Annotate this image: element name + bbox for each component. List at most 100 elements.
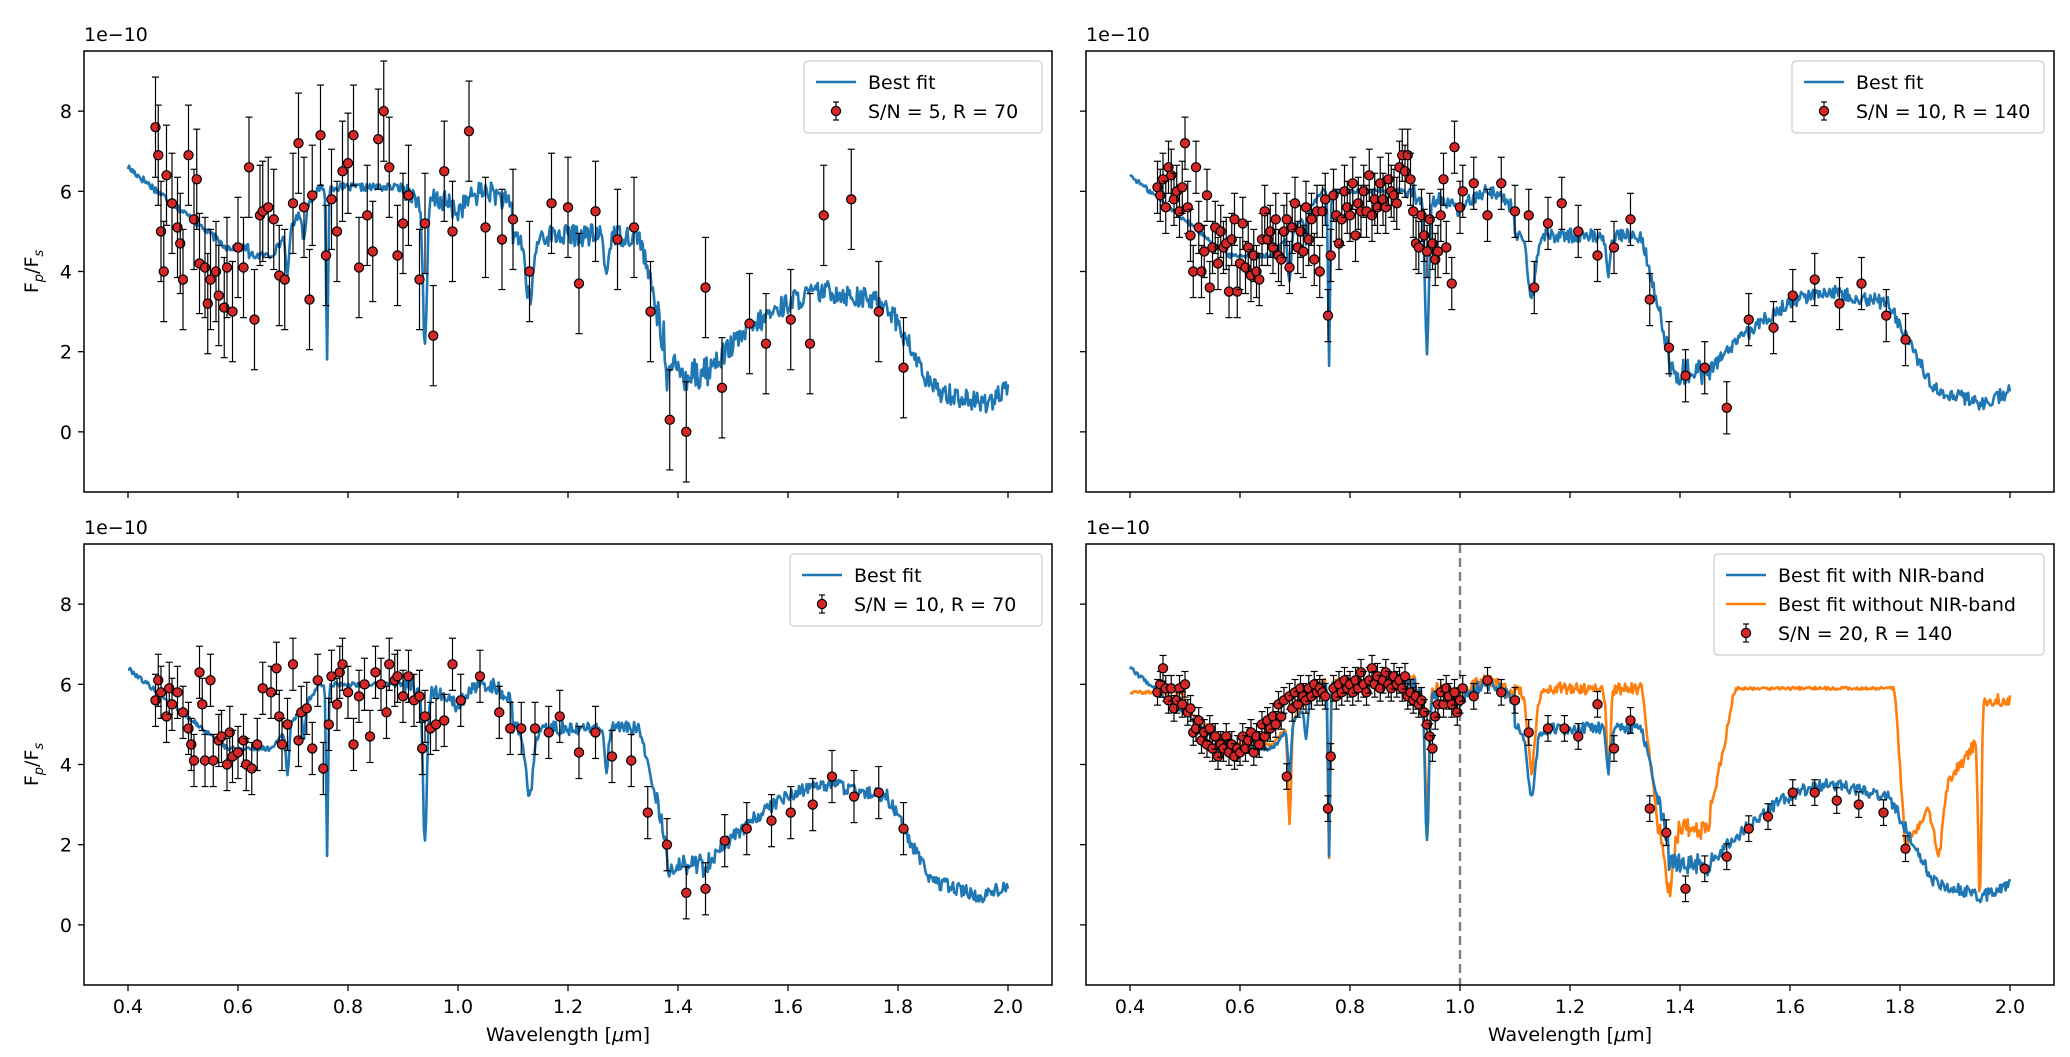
data-point	[373, 133, 384, 145]
data-point	[342, 158, 354, 169]
data-point	[807, 799, 818, 810]
data-point	[172, 687, 183, 698]
data-point	[606, 751, 618, 762]
data-point	[1204, 282, 1215, 293]
x-tick-label: 0.4	[1115, 996, 1145, 1018]
data-point	[1457, 186, 1468, 197]
data-point	[1542, 218, 1554, 229]
data-point	[1441, 242, 1452, 253]
data-point	[1834, 298, 1845, 309]
data-point	[364, 731, 376, 742]
legend-marker-swatch	[830, 105, 842, 117]
offset-text: 1e−10	[1086, 517, 1150, 539]
data-point	[384, 659, 395, 670]
x-tick-label: 1.0	[1445, 996, 1475, 1018]
data-point	[353, 262, 365, 273]
data-point	[1523, 210, 1534, 221]
data-point	[227, 306, 238, 317]
data-point	[1468, 691, 1479, 702]
data-point	[1344, 210, 1356, 221]
data-point	[766, 815, 777, 826]
data-point	[700, 883, 711, 894]
y-axis-label: Fp/Fs	[21, 250, 47, 294]
data-point	[1179, 138, 1191, 149]
data-point	[524, 266, 535, 277]
data-point	[744, 318, 755, 329]
data-point	[590, 727, 601, 738]
data-point	[1457, 683, 1468, 694]
data-point	[1721, 851, 1732, 862]
data-point	[221, 262, 233, 273]
data-point	[1743, 823, 1754, 834]
data-point	[1309, 254, 1320, 265]
data-point	[1259, 731, 1270, 742]
data-point	[1289, 198, 1301, 209]
data-point	[307, 743, 318, 754]
data-point	[1366, 663, 1378, 674]
data-point	[331, 226, 343, 237]
data-point	[153, 150, 164, 161]
data-point	[1542, 723, 1554, 734]
data-point	[428, 330, 439, 341]
x-tick-label: 1.4	[1665, 996, 1695, 1018]
data-point	[430, 719, 442, 730]
data-point	[1699, 863, 1710, 874]
data-point	[1644, 803, 1655, 814]
data-point	[1306, 214, 1317, 225]
data-point	[1592, 250, 1603, 261]
data-points	[150, 637, 909, 920]
data-point	[1496, 687, 1507, 698]
data-point	[1878, 807, 1889, 818]
data-point	[318, 763, 329, 774]
data-point	[161, 170, 172, 181]
data-point	[573, 278, 585, 289]
data-point	[205, 274, 216, 285]
legend-label: S/N = 10, R = 140	[1856, 101, 2030, 123]
data-points	[1152, 654, 1911, 903]
data-point	[543, 727, 554, 738]
data-point	[681, 887, 692, 898]
offset-text: 1e−10	[84, 24, 148, 46]
data-point	[1185, 230, 1196, 241]
data-point	[1177, 699, 1188, 710]
x-tick-label: 1.2	[553, 996, 583, 1018]
offset-text: 1e−10	[84, 517, 148, 539]
data-point	[1270, 719, 1281, 730]
y-tick-label: 4	[60, 755, 72, 777]
data-point	[1248, 747, 1259, 758]
legend: Best fit with NIR-band Best fit without N…	[1713, 553, 2045, 656]
axes-frame	[83, 50, 1053, 493]
data-point	[507, 214, 519, 225]
data-point	[257, 683, 268, 694]
panel-bottom-left: 0.4 0.6 0.8 1.0 1.2 1.4 1.6 1.8 2.0 0 2 4 6 8 1e−10 Fp/…	[21, 517, 1053, 1046]
data-point	[326, 194, 337, 205]
data-point	[419, 711, 431, 722]
data-point	[898, 362, 909, 373]
data-point	[1284, 262, 1295, 273]
x-tick-label: 1.8	[1885, 996, 1915, 1018]
data-point	[1300, 202, 1312, 213]
y-tick-label: 6	[60, 181, 72, 203]
data-point	[414, 274, 425, 285]
data-point	[1413, 242, 1424, 253]
y-axis-label: Fp/Fs	[21, 743, 47, 787]
data-point	[826, 771, 838, 782]
data-point	[271, 663, 282, 674]
data-point	[1204, 723, 1215, 734]
data-point	[1364, 170, 1375, 181]
series-line-best-fit	[1128, 666, 2012, 904]
data-point	[1350, 230, 1361, 241]
data-point	[661, 839, 673, 850]
data-point	[1254, 739, 1265, 750]
legend-box	[1791, 60, 2045, 134]
legend: Best fit S/N = 10, R = 70	[789, 553, 1043, 627]
data-point	[447, 226, 458, 237]
x-tick-label: 0.6	[1225, 996, 1255, 1018]
data-point	[447, 659, 458, 670]
data-point	[1190, 162, 1202, 173]
data-point	[403, 190, 414, 201]
data-point	[397, 218, 409, 229]
x-tick-label: 2.0	[1995, 996, 2025, 1018]
data-point	[166, 699, 178, 710]
